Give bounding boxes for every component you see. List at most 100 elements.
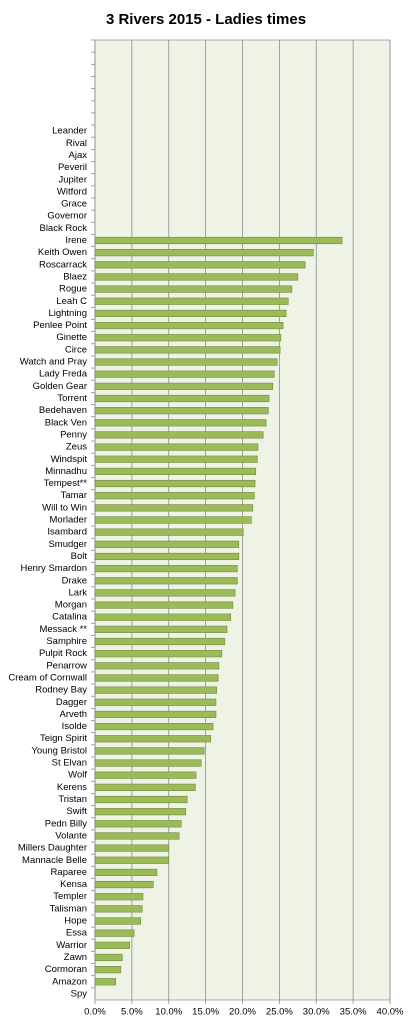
y-tick-label: Henry Smardon xyxy=(20,563,87,574)
bar xyxy=(94,321,284,330)
bar xyxy=(94,601,234,609)
bar xyxy=(94,941,130,949)
bar xyxy=(94,394,270,403)
y-tick-label: Keith Owen xyxy=(38,247,87,258)
bar xyxy=(94,419,267,427)
bar xyxy=(94,577,238,585)
y-tick-label: Amazon xyxy=(52,976,87,987)
y-tick-label: Rogue xyxy=(59,284,87,295)
bar xyxy=(94,650,223,658)
bar xyxy=(94,528,244,536)
bar xyxy=(94,735,212,743)
y-tick-label: Peveril xyxy=(58,162,87,173)
y-tick-label: Torrent xyxy=(57,393,87,404)
y-tick-label: Kensa xyxy=(60,879,88,890)
y-tick-label: Dagger xyxy=(56,697,87,708)
y-tick-label: Templer xyxy=(53,891,87,902)
bar xyxy=(94,674,219,682)
bar xyxy=(94,455,258,463)
y-tick-label: Ajax xyxy=(69,150,88,161)
y-tick-label: Roscarrack xyxy=(39,259,87,270)
bar xyxy=(94,370,275,378)
bar xyxy=(94,504,254,512)
y-tick-label: Leander xyxy=(52,126,87,137)
bar xyxy=(94,953,123,962)
y-tick-label: Tempest** xyxy=(44,478,88,489)
y-tick-label: Blaez xyxy=(63,271,87,282)
y-tick-label: Raparee xyxy=(51,867,87,878)
y-tick-label: Governor xyxy=(47,211,87,222)
bar xyxy=(94,443,259,451)
y-tick-label: Hope xyxy=(64,916,87,927)
bar xyxy=(94,467,257,475)
bar xyxy=(94,382,274,390)
bar xyxy=(94,880,154,889)
y-tick-label: Lightning xyxy=(48,308,87,319)
y-tick-label: Millers Daughter xyxy=(18,843,87,854)
x-tick-label: 25.0% xyxy=(266,1007,293,1018)
bar xyxy=(94,334,282,342)
y-tick-label: Morlader xyxy=(50,515,88,526)
y-tick-label: Will to Win xyxy=(42,502,87,513)
bar xyxy=(94,844,170,852)
x-tick-label: 40.0% xyxy=(377,1007,404,1018)
bar xyxy=(94,929,135,937)
y-tick-label: Arveth xyxy=(60,709,87,720)
y-tick-label: Circe xyxy=(65,344,87,355)
y-tick-label: Watch and Pray xyxy=(20,357,87,368)
y-tick-label: Messack ** xyxy=(39,624,87,635)
y-tick-label: Talisman xyxy=(50,903,88,914)
bar xyxy=(94,747,205,755)
x-tick-label: 35.0% xyxy=(340,1007,367,1018)
bar xyxy=(94,516,252,524)
x-tick-label: 20.0% xyxy=(229,1007,256,1018)
bar xyxy=(94,637,226,646)
y-tick-label: Rodney Bay xyxy=(35,685,87,696)
bar xyxy=(94,966,122,974)
y-tick-label: Essa xyxy=(66,928,88,939)
bar xyxy=(94,407,269,415)
bar xyxy=(94,285,293,293)
y-tick-label: Golden Gear xyxy=(33,381,87,392)
bar xyxy=(94,856,170,864)
bar xyxy=(94,710,217,719)
bar xyxy=(94,759,202,767)
bar xyxy=(94,771,197,779)
y-tick-label: Young Bristol xyxy=(31,745,87,756)
y-tick-label: Drake xyxy=(62,575,87,586)
y-tick-label: Swift xyxy=(66,806,87,817)
bar xyxy=(94,273,299,281)
y-tick-label: Jupiter xyxy=(58,174,87,185)
y-tick-label: Leah C xyxy=(56,296,87,307)
bar xyxy=(94,565,238,573)
y-tick-label: Isolde xyxy=(62,721,87,732)
chart-title: 3 Rivers 2015 - Ladies times xyxy=(106,11,306,28)
bar xyxy=(94,589,236,597)
bar xyxy=(94,893,144,901)
y-tick-label: Mannacle Belle xyxy=(22,855,87,866)
y-tick-label: Irene xyxy=(65,235,87,246)
y-tick-label: Teign Spirit xyxy=(40,733,87,744)
y-tick-label: Penny xyxy=(60,429,87,440)
y-tick-label: Lark xyxy=(69,587,88,598)
y-tick-label: Penlee Point xyxy=(33,320,87,331)
y-tick-label: Bolt xyxy=(71,551,88,562)
y-tick-label: Zeus xyxy=(66,442,87,453)
bar xyxy=(94,309,287,317)
bar xyxy=(94,625,228,633)
bar xyxy=(94,868,158,876)
bar xyxy=(94,613,231,621)
y-tick-label: Warrior xyxy=(56,940,87,951)
bar xyxy=(94,358,278,366)
y-tick-label: Ginette xyxy=(56,332,87,343)
bar xyxy=(94,905,143,913)
y-tick-label: Wolf xyxy=(68,770,87,781)
y-tick-label: Pulpit Rock xyxy=(39,648,87,659)
y-tick-label: Cormoran xyxy=(45,964,87,975)
y-tick-label: Black Ven xyxy=(45,417,87,428)
y-tick-label: Catalina xyxy=(52,612,88,623)
bar xyxy=(94,686,217,694)
bar xyxy=(94,917,142,925)
